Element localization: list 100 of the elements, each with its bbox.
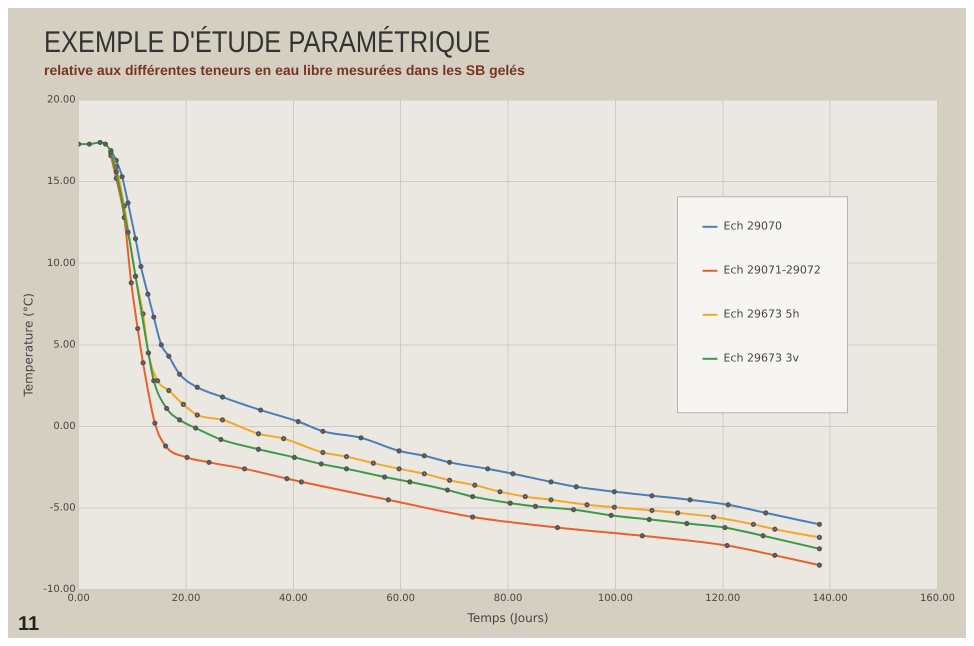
chart-subtitle: relative aux différentes teneurs en eau libre mesurées dans les SB gelés: [44, 62, 525, 78]
point: [470, 514, 476, 520]
point: [816, 534, 822, 540]
point: [176, 372, 182, 377]
legend-label: Ech 29070: [724, 220, 782, 233]
x-tick-label: 160.00: [920, 593, 956, 604]
point: [608, 512, 614, 518]
y-tick-label: 10.00: [46, 258, 76, 269]
y-tick-label: 0.00: [53, 420, 76, 432]
point: [102, 141, 108, 147]
point: [256, 431, 262, 436]
legend-label: Ech 29673 3v: [724, 352, 800, 365]
point: [256, 446, 262, 452]
point: [344, 454, 350, 460]
point: [554, 524, 560, 530]
y-axis-title: Temperature (°C): [21, 293, 36, 398]
point: [396, 466, 402, 472]
point: [407, 479, 412, 484]
point: [584, 502, 590, 508]
point: [470, 494, 476, 500]
point: [344, 466, 350, 472]
point: [510, 471, 516, 476]
point: [497, 489, 503, 494]
point: [152, 420, 158, 426]
point: [548, 497, 554, 502]
point: [684, 520, 690, 526]
point: [722, 524, 728, 530]
point: [816, 522, 822, 527]
point: [193, 425, 198, 431]
point: [284, 476, 290, 482]
legend-label: Ech 29673 5h: [724, 308, 800, 321]
point: [711, 514, 716, 520]
point: [612, 489, 617, 494]
point: [485, 466, 490, 472]
point: [98, 140, 103, 146]
point: [86, 141, 92, 147]
point: [422, 471, 427, 476]
point: [220, 417, 226, 422]
y-tick-label: -5.00: [50, 502, 76, 514]
point: [370, 460, 376, 466]
point: [687, 497, 693, 502]
point: [162, 443, 168, 449]
point: [816, 546, 822, 552]
point: [292, 454, 298, 460]
point: [184, 454, 190, 460]
x-tick-label: 20.00: [172, 593, 200, 604]
point: [128, 280, 134, 286]
point: [446, 460, 452, 465]
point: [176, 417, 182, 422]
point: [125, 200, 131, 206]
point: [750, 522, 756, 527]
point: [138, 264, 144, 270]
point: [158, 342, 164, 348]
point: [772, 526, 778, 532]
point: [570, 507, 576, 512]
point: [220, 394, 226, 400]
point: [320, 428, 326, 434]
point: [675, 510, 680, 516]
point: [298, 479, 304, 484]
point: [358, 435, 364, 440]
x-tick-label: 80.00: [494, 593, 522, 604]
point: [508, 500, 513, 506]
point: [318, 461, 324, 467]
point: [135, 326, 140, 332]
point: [760, 533, 766, 538]
x-tick-label: 120.00: [705, 593, 740, 604]
point: [166, 354, 172, 359]
point: [646, 516, 652, 522]
point: [180, 402, 186, 407]
point: [772, 552, 778, 558]
point: [151, 314, 156, 320]
x-tick-label: 60.00: [386, 593, 416, 604]
x-axis-title: Temps (Jours): [466, 610, 549, 625]
point: [816, 562, 822, 568]
point: [763, 510, 768, 516]
point: [281, 436, 286, 442]
point: [140, 360, 146, 366]
point: [726, 502, 731, 508]
x-tick-label: 0.00: [68, 593, 90, 604]
point: [120, 174, 125, 180]
point: [522, 494, 528, 500]
point: [446, 478, 452, 483]
point: [386, 497, 391, 502]
point: [472, 482, 478, 488]
point: [444, 487, 450, 493]
point: [194, 412, 200, 418]
point: [382, 474, 388, 480]
y-tick-label: 20.00: [46, 94, 76, 106]
point: [125, 230, 131, 235]
point: [649, 493, 655, 498]
x-tick-label: 100.00: [598, 593, 633, 604]
point: [724, 542, 730, 548]
point: [164, 406, 170, 412]
point: [151, 378, 156, 384]
point: [258, 407, 264, 413]
point: [242, 466, 248, 472]
point: [114, 169, 119, 174]
point: [194, 384, 200, 390]
point: [649, 508, 655, 514]
y-tick-label: 5.00: [53, 339, 76, 350]
